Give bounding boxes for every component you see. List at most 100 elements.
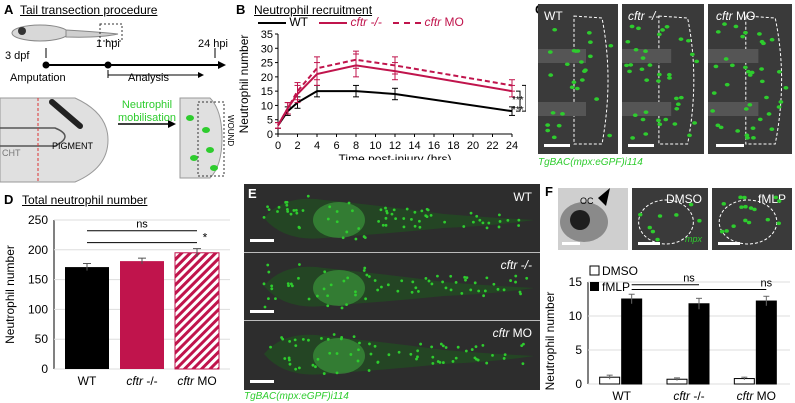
sig-bracket <box>522 84 526 112</box>
bar <box>621 298 643 385</box>
neutrophil-dot <box>627 69 632 74</box>
neutrophil-dot <box>587 54 593 59</box>
neutrophil-dot <box>332 333 336 336</box>
label-c-mo-rest: MO <box>732 9 756 23</box>
neutrophil-dot <box>418 225 422 229</box>
neutrophil-dot <box>487 221 491 225</box>
sig-stars-1: *** <box>512 95 524 106</box>
legend-mo: cftr MO <box>425 15 464 29</box>
neutrophil-dot <box>294 208 298 212</box>
neutrophil-dot <box>656 32 662 37</box>
legend-mo-swatch <box>393 21 422 24</box>
neutrophil-dot <box>384 206 387 210</box>
tail-before <box>0 97 109 183</box>
neutrophil-dot <box>503 353 507 357</box>
y-tick-label: 100 <box>28 302 48 316</box>
neutrophil-dot <box>351 209 354 213</box>
sig-stars: *** *** <box>512 96 524 116</box>
star-label: * <box>203 231 208 245</box>
whole-larva-images <box>262 194 534 375</box>
neutrophil-dot <box>636 26 641 31</box>
neutrophil-dot <box>509 279 512 282</box>
neutrophil-dot <box>339 337 343 341</box>
neutrophil-dot <box>724 82 730 87</box>
neutrophil-dot <box>297 225 301 229</box>
neutrophil-dot <box>769 127 775 131</box>
neutrophil-dot <box>354 293 357 297</box>
wound-label: WOUND <box>226 115 235 147</box>
neutrophil-dot <box>402 225 406 229</box>
neutrophil-dot <box>392 208 396 212</box>
neutrophil-dot <box>773 195 779 200</box>
ns-label: ns <box>683 273 695 285</box>
neutrophil-dot <box>723 57 729 61</box>
neutrophil-dot <box>307 297 311 301</box>
legend-mo-rest: MO <box>441 15 464 29</box>
x-tick-label: 8 <box>353 140 359 152</box>
neutrophil-dot <box>402 217 406 220</box>
neutrophil-dot <box>655 237 660 242</box>
neutrophil-dots-f <box>638 195 782 245</box>
neutrophil-dot <box>335 210 339 213</box>
micrograph-e: E WT cftr -/- cftr MO <box>244 184 540 390</box>
x-tick-label: 10 <box>369 140 381 152</box>
x-tick-label: 18 <box>447 140 459 152</box>
x-tick-label: 16 <box>428 140 440 152</box>
neutrophil-dot <box>335 371 339 375</box>
label-c-mo: cftr MO <box>716 9 755 23</box>
y-axis-label: Neutrophil number <box>3 245 17 344</box>
neutrophil-dot <box>436 360 440 363</box>
neutrophil-dot <box>380 285 383 289</box>
neutrophil-dot <box>759 67 764 71</box>
panel-letter-a: A <box>4 2 14 17</box>
tick-italic: cftr <box>737 389 755 403</box>
legend-dmso-swatch <box>589 265 600 276</box>
neutrophil-dot <box>424 276 428 280</box>
tick-italic: cftr <box>177 374 195 388</box>
neutrophil-dot <box>289 282 293 286</box>
neutrophil-dot <box>270 284 274 288</box>
neutrophil-dot <box>777 199 782 203</box>
scale-bar <box>250 239 274 242</box>
neutrophil-dot <box>764 95 769 100</box>
neutrophil-dot <box>267 270 271 274</box>
neutrophil-dot <box>352 335 356 339</box>
neutrophil-dot <box>743 30 748 35</box>
neutrophil-dot <box>386 283 390 287</box>
y-tick-label: 15 <box>569 275 583 289</box>
legend-wt-swatch <box>258 21 286 24</box>
time-1hpi: 1 hpi <box>96 38 120 50</box>
neutrophil-dot <box>640 117 646 122</box>
neutrophil-dot <box>492 282 496 286</box>
neutrophil-dot <box>657 214 663 218</box>
neutrophil-dot <box>285 208 289 211</box>
y-tick-label: 10 <box>569 309 583 323</box>
neutrophil-dot <box>262 282 266 286</box>
neutrophil-dot <box>745 136 750 140</box>
neutrophil-dot <box>413 224 417 228</box>
neutrophil-dot <box>629 24 635 29</box>
neutrophil-dot <box>460 291 464 295</box>
neutrophil-dot <box>470 348 474 351</box>
neutrophil-dot <box>335 220 339 224</box>
tick-rest: MO <box>194 374 217 388</box>
neutrophil-dot <box>444 346 448 349</box>
x-tick-label: cftr MO <box>737 389 776 403</box>
neutrophil-dot <box>449 288 453 292</box>
neutrophil-dot <box>322 287 326 291</box>
neutrophil-dot <box>739 205 744 209</box>
neutrophil-dot <box>286 282 290 286</box>
mobilisation-label: Neutrophil mobilisation <box>112 99 182 125</box>
head-illustration <box>560 188 610 245</box>
neutrophil-dot <box>583 68 588 72</box>
neutrophil-dot <box>431 355 435 359</box>
neutrophil-dot <box>638 212 643 217</box>
x-tick-label: WT <box>612 389 631 403</box>
neutrophil-dot <box>295 211 299 215</box>
neutrophil-dot <box>436 274 439 278</box>
tissue-band <box>622 49 672 63</box>
neutrophil-dot <box>571 80 577 85</box>
neutrophil-dot <box>724 229 729 233</box>
x-tick-label: WT <box>78 374 97 388</box>
neutrophil-dot <box>376 361 380 364</box>
